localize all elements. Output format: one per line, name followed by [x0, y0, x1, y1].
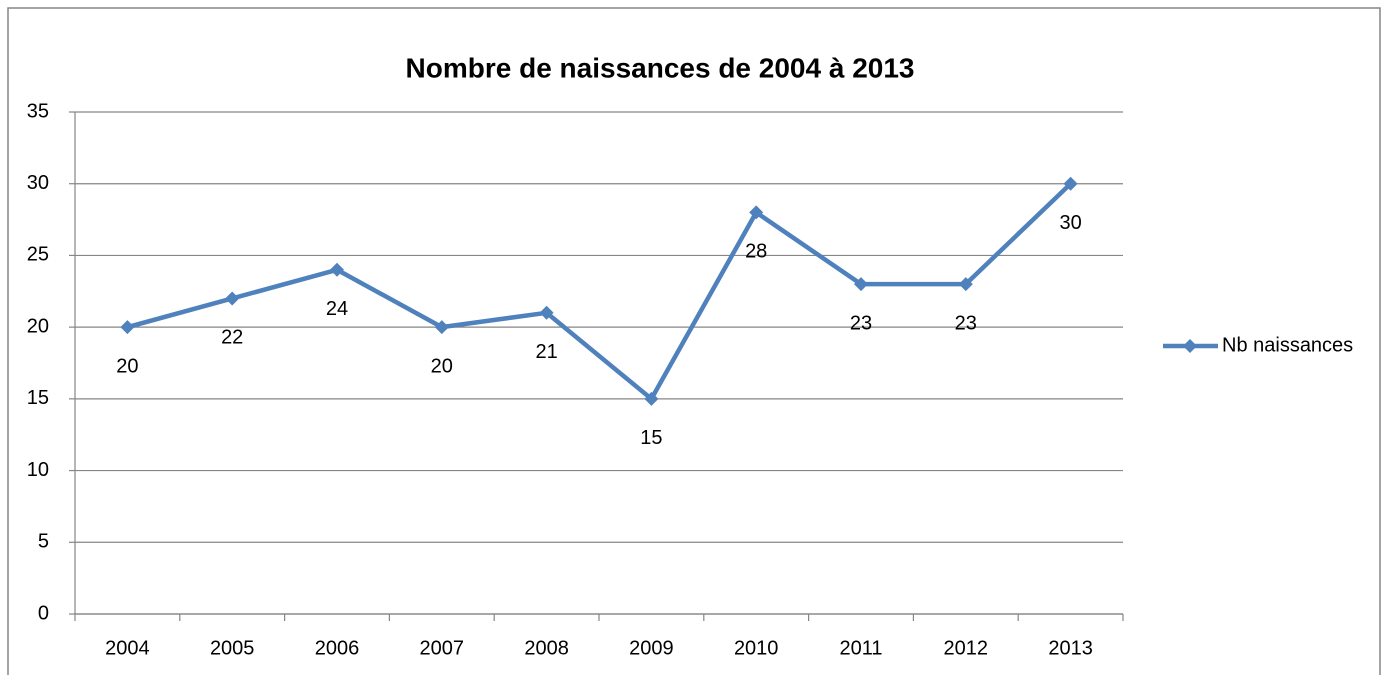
marker — [1063, 176, 1078, 191]
legend-label: Nb naissances — [1222, 334, 1353, 356]
data-label: 23 — [955, 312, 977, 334]
series-line — [126, 182, 1073, 402]
marker — [854, 277, 868, 292]
y-tick-label: 20 — [27, 315, 49, 337]
x-tick-label: 2008 — [524, 637, 569, 659]
marker — [330, 262, 344, 277]
legend-marker — [1183, 339, 1197, 353]
data-label: 22 — [221, 327, 243, 349]
marker — [120, 320, 135, 335]
marker — [539, 305, 554, 320]
data-label: 28 — [745, 241, 767, 263]
x-tick-label: 2005 — [210, 637, 255, 659]
data-label: 20 — [116, 355, 138, 377]
marker — [958, 277, 973, 292]
x-tick-label: 2011 — [839, 637, 882, 659]
y-tick-label: 10 — [27, 459, 49, 481]
y-tick-label: 15 — [27, 387, 49, 409]
data-label: 23 — [850, 312, 872, 334]
x-tick-label: 2009 — [629, 637, 674, 659]
x-tick-label: 2006 — [315, 637, 360, 659]
chart-frame — [7, 7, 1381, 680]
x-tick-label: 2013 — [1048, 637, 1093, 659]
chart-title: Nombre de naissances de 2004 à 2013 — [406, 52, 915, 83]
data-label: 20 — [431, 355, 453, 377]
data-label: 21 — [535, 341, 557, 363]
y-tick-label: 35 — [27, 100, 49, 122]
marker — [644, 391, 659, 406]
y-tick-label: 25 — [27, 244, 49, 266]
y-tick-label: 0 — [38, 602, 49, 624]
data-label: 30 — [1059, 212, 1081, 234]
data-label: 24 — [326, 298, 348, 320]
marker — [749, 205, 764, 220]
x-tick-label: 2010 — [734, 637, 779, 659]
x-tick-label: 2012 — [944, 637, 989, 659]
y-tick-label: 5 — [38, 531, 49, 553]
y-tick-label: 30 — [27, 172, 49, 194]
marker — [434, 320, 449, 335]
x-tick-label: 2007 — [420, 637, 465, 659]
marker — [225, 291, 240, 306]
data-label: 15 — [640, 427, 662, 449]
x-tick-label: 2004 — [105, 637, 150, 659]
